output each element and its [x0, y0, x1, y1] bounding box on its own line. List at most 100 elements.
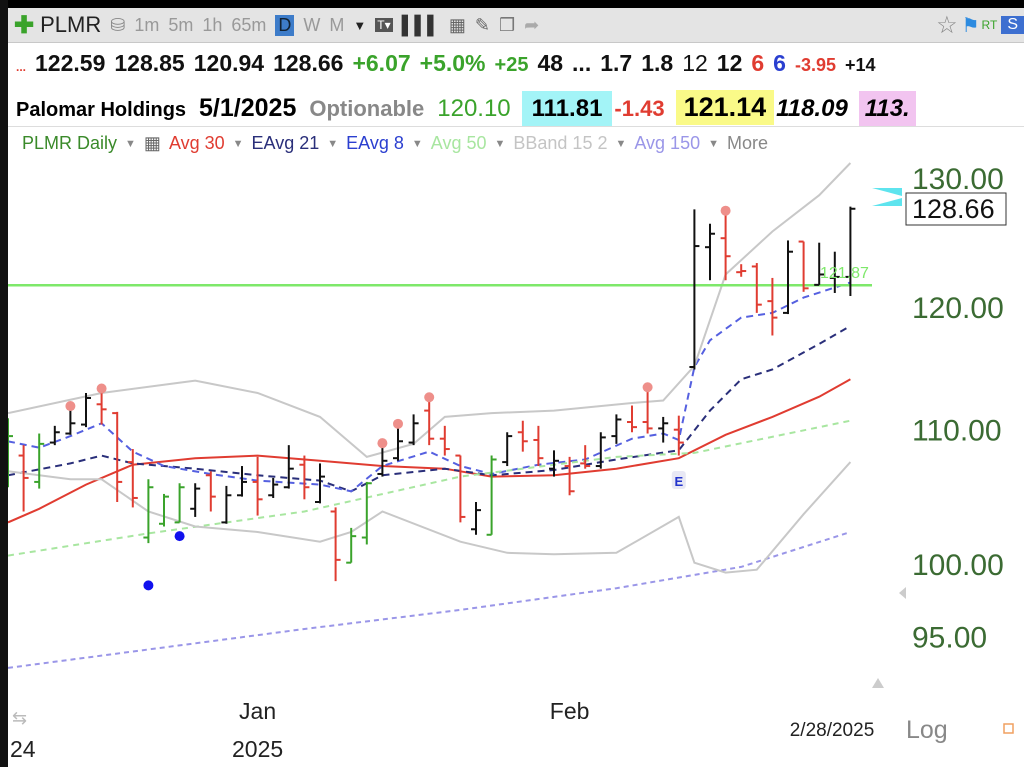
interval-1m[interactable]: 1m	[134, 14, 160, 35]
info-row: Palomar Holdings 5/1/2025 Optionable 120…	[8, 90, 925, 127]
info-field-4: 121.14	[675, 90, 775, 125]
star-icon[interactable]: ☆	[936, 11, 958, 39]
legend-avg30[interactable]: Avg 30	[168, 133, 225, 153]
quote-menu-dots[interactable]: ...	[16, 60, 27, 74]
info-date: 5/1/2025	[199, 94, 297, 122]
ohlc-bar	[439, 425, 450, 456]
ohlc-bar	[705, 223, 715, 281]
ohlc-bar	[455, 454, 466, 523]
earnings-marker: E	[674, 474, 683, 489]
chevron-down-icon[interactable]: ▼	[232, 137, 244, 150]
ohlc-bar	[283, 445, 294, 489]
indicator-line-bband-lower	[8, 461, 852, 574]
interval-daily[interactable]: D	[275, 14, 295, 36]
symbol-label[interactable]: PLMR	[40, 12, 102, 37]
s-menu-button[interactable]: S	[1001, 16, 1024, 34]
text-icon[interactable]: T▾	[375, 18, 393, 32]
ohlc-bar	[237, 466, 247, 497]
pencil-icon[interactable]: ✎	[474, 14, 491, 35]
interval-5m[interactable]: 5m	[168, 14, 194, 35]
share-icon[interactable]: ➦	[524, 14, 540, 35]
bar-chart-icon[interactable]: ▌▌▌	[401, 14, 440, 35]
quote-field-4: 1.7	[600, 50, 633, 76]
quote-change-pct: +5.0%	[419, 50, 486, 76]
ohlc-bar	[814, 242, 825, 286]
ohlc-bar	[767, 277, 778, 336]
link-icon[interactable]: ⛁	[110, 14, 126, 35]
quote-field-2: 48	[537, 50, 564, 76]
optionable-label: Optionable	[309, 96, 425, 121]
ohlc-bar	[689, 209, 700, 370]
ohlc-bar	[595, 432, 606, 469]
quote-field-1: +25	[494, 54, 529, 76]
indicator-line-avg-150	[8, 531, 851, 669]
chart-name[interactable]: PLMR Daily	[22, 133, 118, 153]
y-tick-label: 130.00	[912, 163, 1004, 196]
chevron-down-icon[interactable]: ▼	[353, 17, 367, 33]
price-marker-icon	[872, 198, 902, 206]
new-high-dot	[642, 382, 653, 393]
quote-change: +6.07	[352, 50, 411, 76]
year-label: 24	[10, 736, 36, 762]
ohlc-bar	[49, 425, 60, 446]
new-high-dot	[65, 401, 76, 412]
quote-field-5: 1.8	[641, 50, 674, 76]
ohlc-bar	[299, 455, 310, 500]
quote-field-6: 12	[682, 50, 708, 76]
chevron-down-icon[interactable]: ▼	[708, 137, 719, 150]
ohlc-bar	[783, 240, 793, 315]
end-date-label: 2/28/2025	[790, 720, 875, 741]
ohlc-bar	[720, 212, 731, 281]
legend-eavg21[interactable]: EAvg 21	[251, 133, 320, 153]
quote-field-10: -3.95	[794, 55, 836, 75]
ohlc-bar	[424, 399, 435, 446]
company-name: Palomar Holdings	[16, 99, 187, 121]
legend-bband[interactable]: BBand 15 2	[513, 133, 608, 153]
flag-icon[interactable]: ⚑	[961, 14, 980, 37]
grid-icon[interactable]: ▦	[143, 133, 161, 153]
price-marker-icon	[872, 188, 902, 196]
ohlc-bar	[174, 483, 185, 524]
interval-65m[interactable]: 65m	[231, 14, 267, 35]
quote-field-3: ...	[572, 50, 592, 76]
ohlc-bar	[533, 425, 544, 467]
ohlc-bar	[252, 456, 263, 516]
legend-avg50[interactable]: Avg 50	[430, 133, 487, 153]
add-symbol-icon[interactable]: ✚	[14, 11, 35, 39]
chevron-down-icon[interactable]: ▼	[615, 137, 627, 150]
note-icon[interactable]: ❒	[499, 14, 516, 35]
new-high-dot	[96, 383, 107, 394]
chevron-down-icon[interactable]: ▼	[411, 137, 423, 150]
legend-avg150[interactable]: Avg 150	[634, 133, 701, 153]
lock-icon	[1003, 723, 1014, 734]
new-high-dot	[393, 418, 403, 429]
plot-area	[8, 162, 872, 669]
new-high-dot	[720, 205, 731, 216]
expand-arrows-icon: ⇆	[12, 708, 27, 729]
ohlc-bar	[564, 456, 575, 496]
ohlc-bar	[112, 411, 123, 503]
legend-eavg8[interactable]: EAvg 8	[346, 133, 404, 153]
indicator-line-avg-30	[8, 378, 851, 524]
interval-monthly[interactable]: M	[329, 14, 345, 35]
x-tick-label: Feb	[550, 698, 590, 724]
quote-last: 128.66	[273, 50, 344, 76]
log-scale-toggle[interactable]: Log	[906, 716, 948, 744]
interval-1h[interactable]: 1h	[202, 14, 223, 35]
chevron-down-icon[interactable]: ▼	[494, 137, 506, 150]
ohlc-bar	[658, 416, 669, 443]
calendar-add-icon[interactable]: ▦	[448, 14, 466, 35]
chevron-down-icon[interactable]: ▼	[327, 137, 339, 150]
ohlc-bar	[611, 414, 622, 444]
ohlc-bar	[580, 445, 591, 469]
ohlc-bar	[65, 408, 76, 435]
ohlc-bar	[798, 240, 809, 292]
year-label: 2025	[232, 736, 283, 762]
more-button[interactable]: More	[726, 133, 768, 153]
chevron-down-icon[interactable]: ▼	[125, 137, 136, 150]
ohlc-bar	[205, 471, 216, 512]
interval-weekly[interactable]: W	[303, 14, 321, 35]
indicator-line-eavg-8	[8, 281, 851, 493]
info-field-5: 118.09	[776, 95, 848, 122]
toolbar: ✚ PLMR ⛁ 1m 5m 1h 65m D W M ▼ T▾ ▌▌▌ ▦ ✎…	[8, 8, 1024, 43]
